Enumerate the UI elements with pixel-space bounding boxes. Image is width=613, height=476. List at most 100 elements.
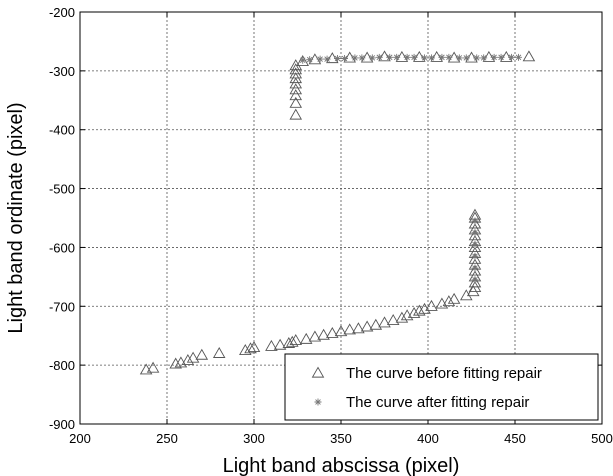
- data-points: [139, 50, 536, 375]
- legend-box: [284, 353, 599, 421]
- data-point-after: [368, 54, 376, 62]
- data-point-before: [343, 323, 356, 335]
- data-point-after: [473, 54, 481, 62]
- data-point-before: [395, 50, 409, 62]
- data-point-after: [497, 53, 505, 61]
- data-point-after: [351, 54, 359, 62]
- data-point-after: [471, 229, 479, 237]
- data-point-before: [334, 325, 348, 337]
- data-point-before: [247, 341, 261, 353]
- y-tick-label: -700: [49, 299, 75, 314]
- data-point-before: [289, 96, 303, 108]
- data-point-after: [508, 53, 516, 61]
- data-point-before: [465, 51, 478, 63]
- data-point-after: [334, 54, 342, 62]
- data-point-before: [522, 50, 536, 62]
- data-point-after: [340, 54, 348, 62]
- data-point-before: [447, 292, 461, 304]
- data-point-before: [286, 335, 299, 347]
- data-point-after: [438, 53, 446, 61]
- axis-ticks: 200 250 300 350 400 450 500 -200 -300 -400 -500 -60…: [49, 5, 613, 446]
- data-point-before: [468, 217, 482, 229]
- data-point-before: [239, 344, 252, 356]
- data-point-after: [471, 240, 479, 248]
- x-tick-label: 300: [243, 431, 265, 446]
- legend-marker-triangle: [311, 366, 325, 378]
- data-point-before: [146, 361, 160, 373]
- data-point-before: [289, 89, 303, 101]
- x-tick-label: 500: [591, 431, 613, 446]
- data-point-before: [468, 276, 482, 288]
- data-point-before: [289, 67, 303, 79]
- data-point-after: [386, 53, 394, 61]
- data-point-before: [181, 354, 195, 366]
- data-point-after: [471, 217, 479, 225]
- data-point-before: [195, 348, 209, 360]
- data-point-after: [471, 252, 479, 260]
- data-point-before: [378, 316, 391, 328]
- data-point-before: [299, 332, 313, 344]
- data-point-after: [358, 54, 366, 62]
- data-point-before: [273, 338, 287, 350]
- data-point-before: [378, 50, 391, 62]
- grid: [80, 12, 602, 424]
- data-point-after: [323, 55, 331, 63]
- data-point-before: [413, 50, 426, 62]
- y-tick-label: -900: [49, 417, 75, 432]
- data-point-after: [403, 53, 411, 61]
- data-point-before: [296, 55, 309, 67]
- x-axis-title: Light band abscissa (pixel): [223, 455, 460, 476]
- data-point-before: [352, 322, 365, 334]
- data-point-after: [299, 56, 307, 64]
- data-point-before: [212, 346, 226, 358]
- data-point-before: [326, 52, 339, 64]
- data-point-before: [289, 108, 303, 120]
- x-tick-label: 350: [330, 431, 352, 446]
- data-point-after: [471, 264, 479, 272]
- data-point-before: [186, 351, 200, 363]
- y-tick-label: -400: [49, 123, 75, 138]
- data-point-after: [471, 276, 479, 284]
- data-point-before: [289, 63, 303, 75]
- data-point-before: [430, 50, 443, 62]
- data-point-after: [455, 54, 463, 62]
- data-point-after: [306, 56, 314, 64]
- data-point-after: [393, 53, 401, 61]
- data-point-before: [289, 83, 303, 95]
- data-point-before: [425, 299, 438, 311]
- data-point-after: [445, 53, 453, 61]
- y-tick-label: -800: [49, 358, 75, 373]
- y-tick-label: -300: [49, 64, 75, 79]
- data-point-after: [427, 54, 435, 62]
- data-point-before: [386, 314, 400, 325]
- legend-label-after: The curve after fitting repair: [346, 394, 529, 411]
- data-point-after: [490, 53, 498, 61]
- data-point-before: [369, 318, 383, 330]
- legend-plus-glyph: [314, 398, 322, 406]
- data-point-before: [265, 339, 278, 351]
- data-point-before: [289, 59, 303, 71]
- data-point-before: [500, 50, 513, 62]
- data-point-after: [514, 53, 522, 61]
- data-point-after: [316, 55, 324, 63]
- data-point-after: [410, 53, 418, 61]
- data-point-before: [169, 357, 182, 369]
- y-tick-label: -500: [49, 182, 75, 197]
- x-tick-label: 200: [69, 431, 91, 446]
- y-tick-label: -200: [49, 5, 75, 20]
- data-point-before: [360, 320, 374, 332]
- data-point-before: [343, 51, 356, 63]
- data-point-before: [326, 326, 339, 338]
- data-point-before: [413, 304, 426, 316]
- data-point-before: [289, 77, 303, 89]
- y-axis-title: Light band ordinate (pixel): [5, 102, 27, 333]
- legend-label-before: The curve before fitting repair: [346, 365, 542, 382]
- data-point-before: [468, 264, 482, 276]
- data-point-before: [460, 289, 473, 301]
- x-tick-label: 400: [417, 431, 439, 446]
- x-tick-label: 450: [504, 431, 526, 446]
- legend-marker-plus: [314, 398, 322, 406]
- data-point-before: [360, 51, 374, 63]
- data-point-after: [462, 54, 470, 62]
